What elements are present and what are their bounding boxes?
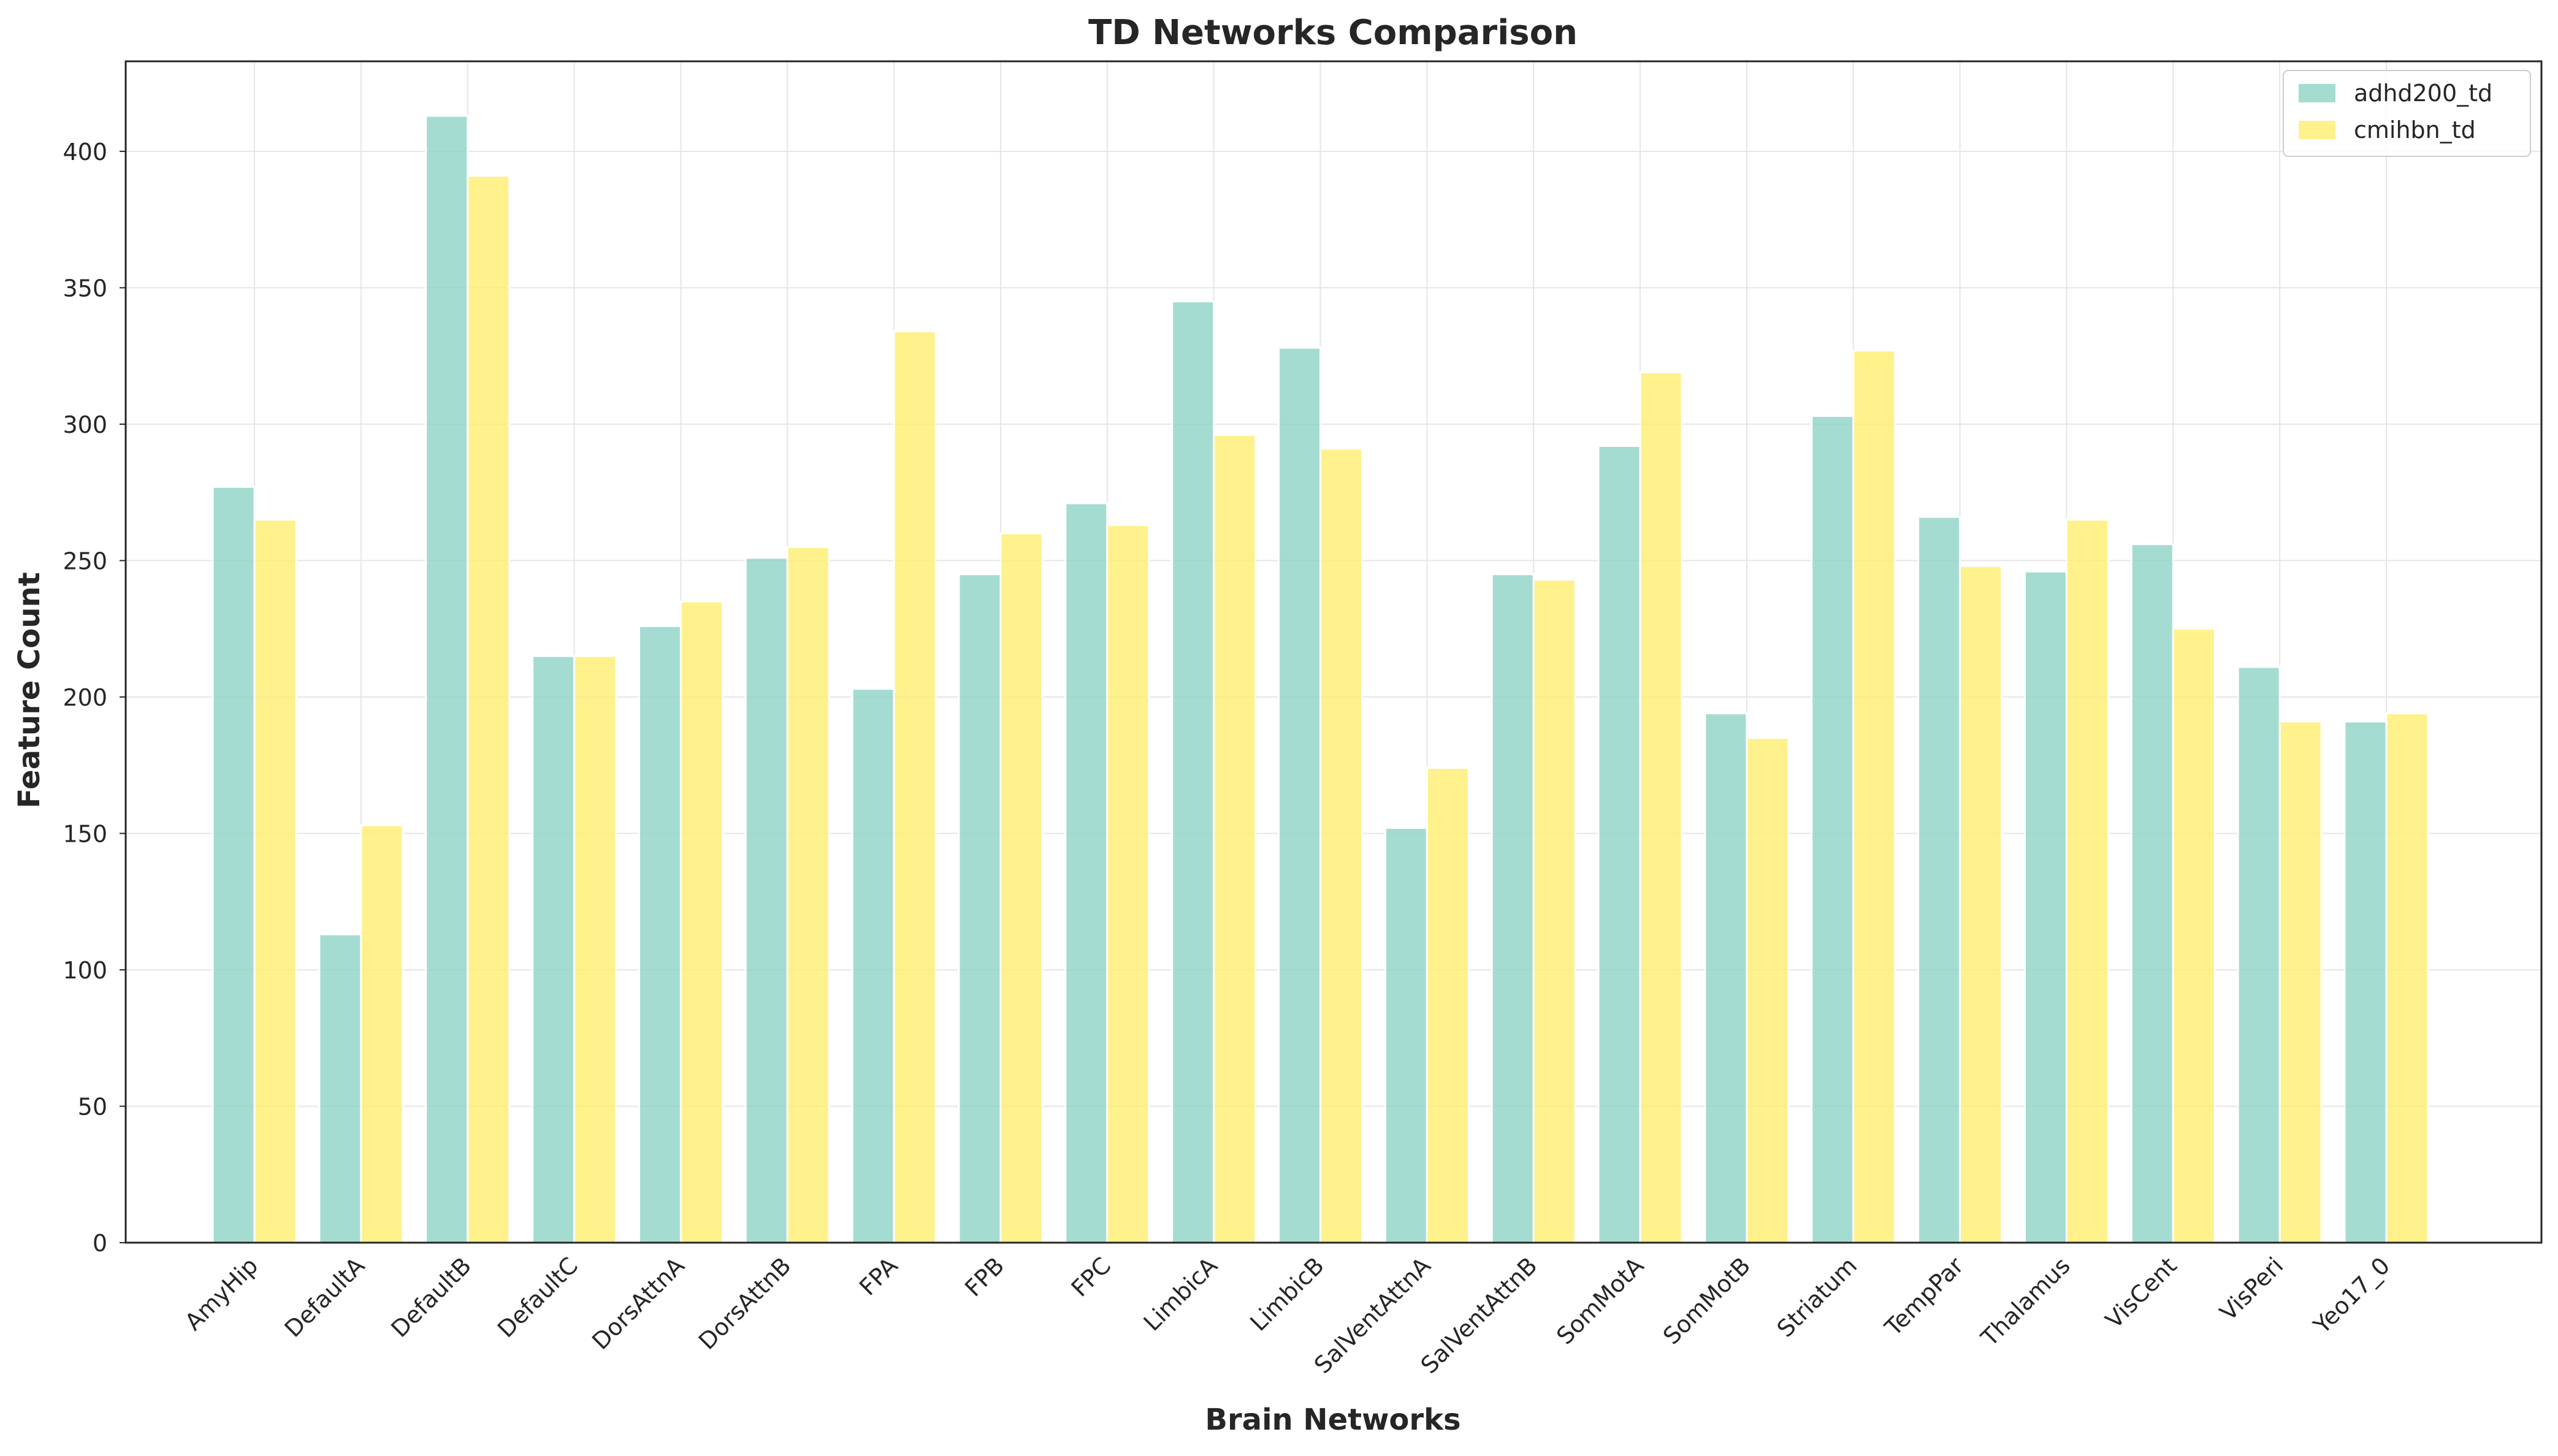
bar-cmihbn_td-VisPeri <box>2278 720 2323 1244</box>
y-tick-label: 350 <box>63 275 107 302</box>
bar-cmihbn_td-VisCent <box>2172 628 2216 1244</box>
bar-cmihbn_td-LimbicB <box>1319 448 1363 1244</box>
bar-adhd200_td-DorsAttnB <box>744 557 788 1244</box>
y-axis: 0 50 100 150 200 250 300 350 400 <box>63 139 126 1257</box>
chart-title: TD Networks Comparison <box>1088 13 1578 53</box>
y-tick-label: 50 <box>78 1093 107 1120</box>
bar-cmihbn_td-AmyHip <box>253 519 297 1244</box>
bar-adhd200_td-VisCent <box>2130 543 2174 1244</box>
bar-cmihbn_td-Thalamus <box>2065 519 2109 1244</box>
x-axis-label: Brain Networks <box>1205 1403 1460 1437</box>
bars <box>212 115 2429 1244</box>
bar-adhd200_td-FPC <box>1064 502 1109 1244</box>
bar-cmihbn_td-Striatum <box>1852 349 1896 1244</box>
bar-cmihbn_td-DefaultC <box>573 655 617 1244</box>
bar-adhd200_td-SalVentAttnB <box>1491 573 1535 1244</box>
bar-adhd200_td-DorsAttnA <box>638 625 682 1244</box>
bar-adhd200_td-FPB <box>958 573 1002 1244</box>
legend-box <box>2283 70 2531 157</box>
bar-cmihbn_td-FPB <box>999 532 1044 1244</box>
bar-cmihbn_td-FPA <box>893 330 937 1244</box>
legend: adhd200_td cmihbn_td <box>2283 70 2531 157</box>
y-tick-label: 0 <box>93 1230 107 1257</box>
plot-frame <box>124 60 2543 1244</box>
bar-adhd200_td-TempPar <box>1917 516 1961 1244</box>
bar-cmihbn_td-SomMotB <box>1746 737 1790 1244</box>
y-tick-label: 100 <box>63 957 107 984</box>
y-axis-label: Feature Count <box>12 572 47 808</box>
y-tick-label: 400 <box>63 139 107 166</box>
bar-adhd200_td-DefaultB <box>425 115 469 1244</box>
bar-cmihbn_td-DefaultB <box>467 175 511 1244</box>
bar-adhd200_td-SomMotA <box>1597 444 1641 1244</box>
y-tick-label: 150 <box>63 820 107 847</box>
y-tick-label: 200 <box>63 684 107 711</box>
bar-cmihbn_td-DorsAttnA <box>679 600 723 1244</box>
bar-cmihbn_td-SalVentAttnA <box>1426 767 1470 1244</box>
bar-cmihbn_td-FPC <box>1106 524 1150 1244</box>
legend-label: adhd200_td <box>2354 80 2492 107</box>
y-tick-label: 250 <box>63 547 107 574</box>
bar-adhd200_td-AmyHip <box>212 486 256 1244</box>
bar-cmihbn_td-DefaultA <box>360 824 404 1244</box>
bar-cmihbn_td-DorsAttnB <box>786 546 830 1244</box>
bar-cmihbn_td-SomMotA <box>1639 371 1683 1244</box>
bar-adhd200_td-SalVentAttnA <box>1384 827 1428 1244</box>
bar-adhd200_td-DefaultA <box>318 933 362 1244</box>
bar-cmihbn_td-SalVentAttnB <box>1532 579 1576 1244</box>
bar-adhd200_td-VisPeri <box>2237 666 2281 1244</box>
bar-adhd200_td-SomMotB <box>1704 712 1748 1244</box>
legend-label: cmihbn_td <box>2354 116 2476 143</box>
legend-swatch <box>2299 121 2335 139</box>
bar-adhd200_td-FPA <box>851 688 895 1244</box>
bar-adhd200_td-LimbicB <box>1278 346 1321 1244</box>
bar-adhd200_td-LimbicA <box>1171 300 1215 1244</box>
bar-adhd200_td-Thalamus <box>2023 570 2067 1244</box>
bar-cmihbn_td-LimbicA <box>1213 434 1257 1244</box>
bar-cmihbn_td-TempPar <box>1959 565 2003 1244</box>
bar-adhd200_td-Striatum <box>1811 415 1855 1244</box>
bar-adhd200_td-Yeo17_0 <box>2343 720 2388 1244</box>
legend-swatch <box>2299 84 2335 102</box>
bar-cmihbn_td-Yeo17_0 <box>2385 712 2429 1244</box>
y-tick-label: 300 <box>63 411 107 438</box>
bar-adhd200_td-DefaultC <box>532 655 576 1244</box>
